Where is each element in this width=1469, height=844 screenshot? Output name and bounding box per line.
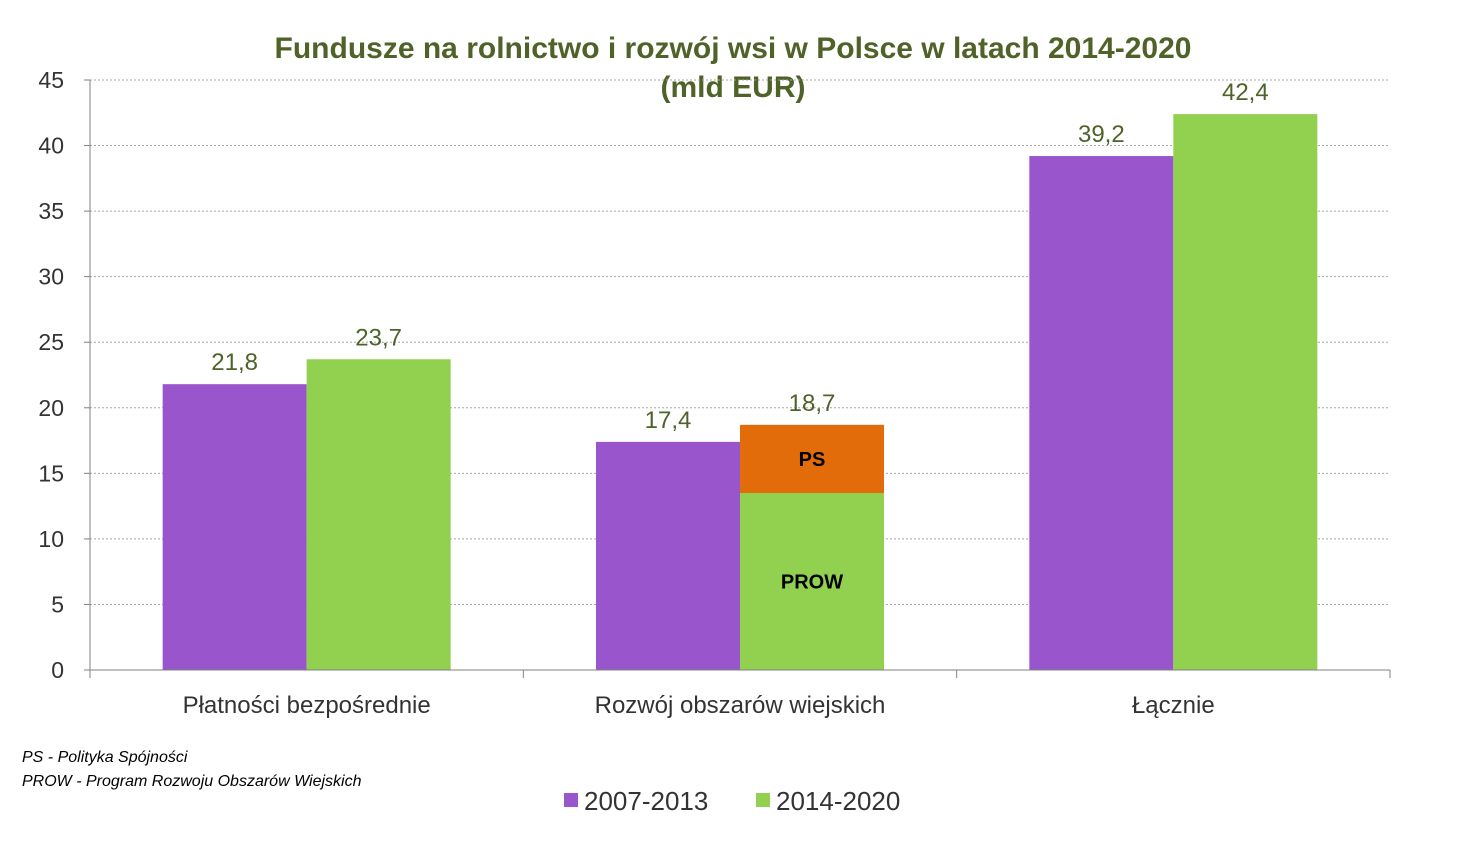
y-tick-label: 0: [51, 657, 64, 683]
footnote-ps: PS - Polityka Spójności: [22, 749, 188, 766]
y-tick-label: 20: [38, 395, 64, 421]
y-tick-label: 35: [38, 198, 64, 224]
chart-title: Fundusze na rolnictwo i rozwój wsi w Pol…: [275, 32, 1192, 65]
bars: 21,8 23,7 17,4 PROW PS 18,7 39,2 42,4: [162, 79, 1318, 671]
bar-segment-ps: [740, 424, 884, 493]
bar: [1029, 156, 1174, 671]
legend-label: 2007-2013: [584, 786, 708, 816]
data-label: 23,7: [355, 324, 402, 351]
chart-subtitle: (mld EUR): [661, 71, 806, 104]
y-tick-label: 45: [38, 67, 64, 93]
x-category-label: Łącznie: [1132, 692, 1215, 719]
legend-label: 2014-2020: [776, 786, 900, 816]
y-tick-label: 40: [38, 133, 64, 159]
y-tick-label: 5: [51, 591, 64, 617]
legend: 2007-2013 2014-2020: [564, 786, 900, 816]
y-axis: 0 5 10 15 20 25 30 35 40 45: [38, 67, 91, 683]
x-axis: Płatności bezpośrednie Rozwój obszarów wi…: [89, 669, 1391, 719]
data-label: 17,4: [645, 407, 692, 434]
bar: [596, 441, 740, 670]
bar: [162, 384, 307, 670]
bar: [306, 359, 451, 670]
segment-label-ps: PS: [799, 449, 826, 471]
bar-segment-prow: [740, 493, 884, 670]
y-tick-label: 15: [38, 460, 64, 486]
legend-swatch: [756, 793, 770, 807]
data-label: 21,8: [211, 349, 258, 376]
legend-swatch: [564, 793, 578, 807]
y-tick-label: 10: [38, 526, 64, 552]
x-category-label: Płatności bezpośrednie: [183, 692, 431, 719]
segment-label-prow: PROW: [781, 572, 843, 594]
y-tick-label: 25: [38, 329, 64, 355]
footnote-prow: PROW - Program Rozwoju Obszarów Wiejskic…: [22, 773, 362, 790]
data-label: 39,2: [1078, 121, 1125, 148]
x-category-label: Rozwój obszarów wiejskich: [595, 692, 886, 719]
y-tick-label: 30: [38, 264, 64, 290]
data-label: 18,7: [789, 390, 836, 417]
bar: [1173, 114, 1318, 671]
data-label: 42,4: [1222, 79, 1269, 106]
